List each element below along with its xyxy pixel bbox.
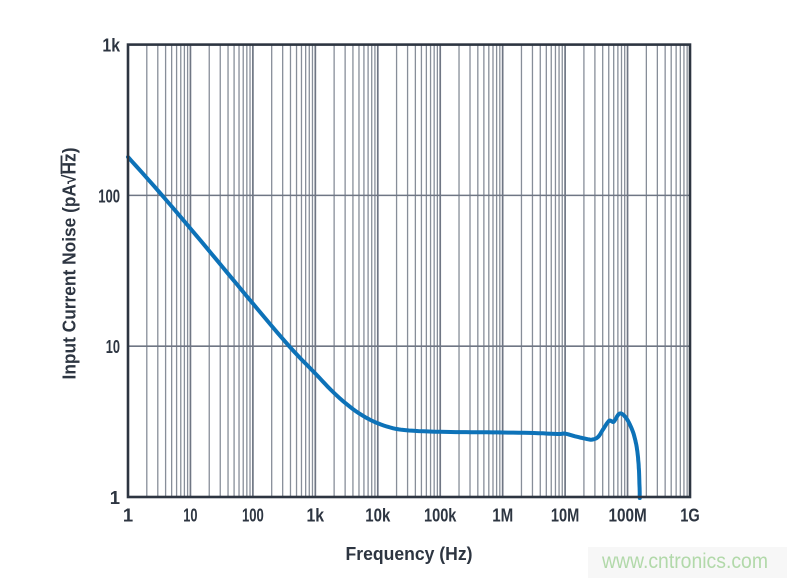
svg-text:www.cntronics.com: www.cntronics.com	[601, 550, 768, 573]
svg-text:Frequency (Hz): Frequency (Hz)	[346, 543, 473, 564]
svg-text:Input Current Noise (pA√Hz): Input Current Noise (pA√Hz)	[59, 148, 80, 380]
svg-text:10k: 10k	[365, 504, 391, 525]
svg-text:10: 10	[183, 504, 197, 525]
svg-text:100k: 100k	[424, 504, 457, 525]
svg-text:1k: 1k	[307, 504, 325, 525]
svg-text:100M: 100M	[608, 504, 646, 525]
svg-text:1G: 1G	[680, 504, 700, 525]
svg-text:10: 10	[106, 336, 120, 357]
svg-text:100: 100	[98, 185, 120, 206]
svg-text:100: 100	[242, 504, 264, 525]
svg-text:10M: 10M	[551, 504, 579, 525]
svg-text:1M: 1M	[492, 504, 513, 525]
svg-text:1k: 1k	[102, 35, 120, 56]
svg-text:1: 1	[110, 487, 120, 508]
svg-text:1: 1	[123, 504, 133, 525]
